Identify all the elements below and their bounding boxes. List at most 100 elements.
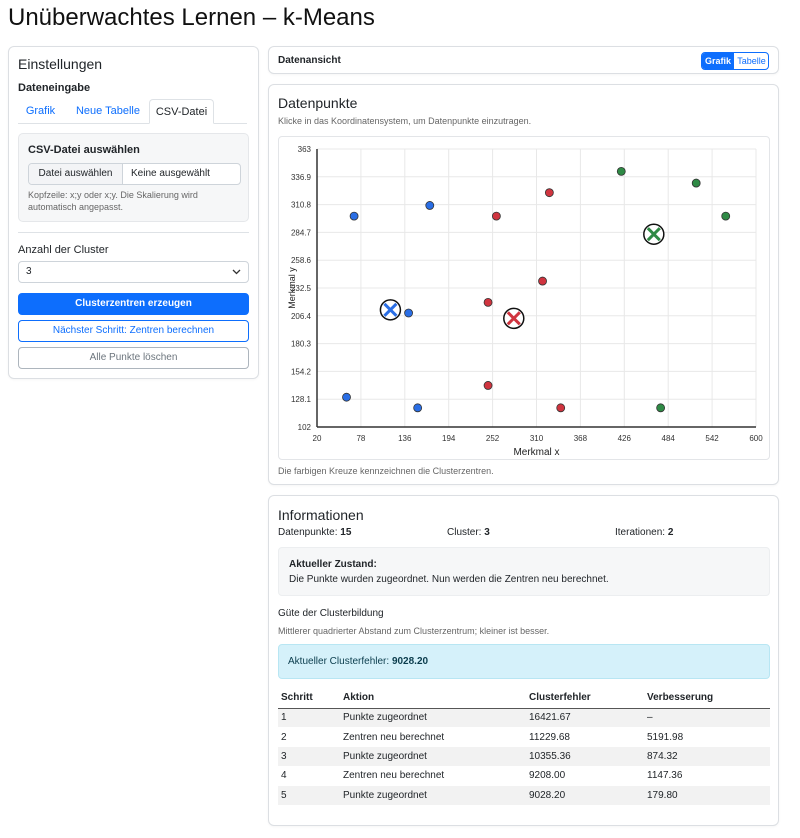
error-label: Aktueller Clusterfehler: (288, 656, 390, 667)
cell: 2 (281, 731, 287, 743)
csv-title: CSV-Datei auswählen (28, 144, 140, 156)
next-step-button[interactable]: Nächster Schritt: Zentren berechnen (18, 320, 249, 342)
centroid-red-marker (503, 307, 525, 330)
tab-grafik[interactable]: Grafik (25, 105, 56, 117)
cell: 874.32 (644, 746, 770, 767)
col-schritt: Schritt (278, 688, 340, 709)
data-point-red (538, 276, 547, 286)
data-point-green (721, 211, 731, 221)
y-tick-label: 206.4 (291, 312, 312, 321)
x-tick-label: 194 (442, 434, 456, 443)
x-tick-label: 78 (356, 434, 365, 443)
tab-csv-datei[interactable]: CSV-Datei (149, 99, 214, 124)
y-tick-label: 102 (298, 423, 312, 432)
cell: Punkte zugeordnet (340, 785, 526, 805)
info-title: Informationen (278, 507, 364, 523)
data-point-green (656, 403, 666, 413)
error-value: 9028.20 (391, 656, 429, 667)
points-value: 15 (340, 527, 352, 538)
view-toggle: Grafik Tabelle (701, 52, 769, 70)
cell: Punkte zugeordnet (340, 708, 526, 728)
state-text: Die Punkte wurden zugeordnet. Nun werden… (289, 574, 609, 585)
x-tick-label: 426 (618, 434, 632, 443)
x-tick-label: 368 (574, 434, 588, 443)
cell: 11229.68 (529, 731, 570, 743)
x-tick-label: 542 (705, 434, 719, 443)
y-tick-label: 232.5 (291, 284, 312, 293)
centroid-cross (383, 302, 398, 317)
points-stat: Datenpunkte: 15 (278, 527, 351, 538)
file-status: Keine ausgewählt (131, 168, 210, 179)
quality-note: Mittlerer quadrierter Abstand zum Cluste… (278, 626, 550, 636)
cluster-error-alert: Aktueller Clusterfehler: 9028.20 (278, 644, 770, 679)
plot-title: Datenpunkte (278, 95, 358, 111)
cell: Zentren neu berechnet (343, 731, 445, 743)
plot-subtitle: Klicke in das Koordinatensystem, um Date… (278, 116, 532, 126)
toggle-tabelle[interactable]: Tabelle (737, 56, 766, 66)
x-tick-label: 310 (530, 434, 544, 443)
y-tick-label: 336.9 (291, 173, 312, 182)
x-tick-label: 252 (486, 434, 500, 443)
x-tick-label: 20 (313, 434, 322, 443)
divider (18, 232, 249, 233)
cell: 10355.36 (526, 746, 644, 767)
file-choose-button[interactable]: Datei auswählen (29, 164, 123, 184)
cell: 5191.98 (647, 731, 684, 743)
data-point-blue (404, 308, 413, 318)
plot-frame[interactable]: 20 78 136 194 252 310 368 426 484 542 600 363 336.9 3… (278, 136, 770, 460)
plot-caption: Die farbigen Kreuze kennzeichnen die Clu… (278, 466, 494, 476)
table-row: 4 Zentren neu berechnet 9208.00 1147.36 (278, 766, 770, 785)
quality-title: Güte der Clusterbildung (278, 608, 384, 619)
table-row: 1 Punkte zugeordnet 16421.67– (278, 708, 770, 728)
y-tick-label: 284.7 (291, 228, 312, 237)
table-row: 3 Punkte zugeordnet 10355.36 874.32 (278, 746, 770, 767)
table-row: 2 Zentren neu berechnet 11229.68 5191.98 (278, 727, 770, 746)
cluster-count-select[interactable]: 3 (18, 261, 249, 283)
cell: 4 (281, 770, 287, 782)
col-clusterfehler: Clusterfehler (526, 688, 644, 709)
clusters-label: Cluster: (447, 527, 482, 538)
y-tick-label: 258.6 (291, 256, 312, 265)
cell: 1 (278, 708, 340, 728)
cell: Punkte zugeordnet (340, 746, 526, 767)
dataview-card: Datenansicht Grafik Tabelle (268, 46, 779, 74)
x-axis-title: Merkmal x (513, 447, 559, 458)
file-input[interactable]: Datei auswählen Keine ausgewählt (28, 163, 241, 185)
csv-hint: Kopfzeile: x;y oder x;y. Die Skalierung … (28, 190, 198, 212)
generate-centers-button[interactable]: Clusterzentren erzeugen (18, 293, 249, 315)
clusters-stat: Cluster: 3 (447, 527, 490, 538)
dataview-title: Datenansicht (278, 55, 341, 66)
clear-points-button[interactable]: Alle Punkte löschen (18, 347, 249, 369)
cell: 16421.67 (526, 708, 644, 728)
y-axis-title: Merkmal y (287, 267, 297, 309)
col-verbesserung: Verbesserung (644, 688, 770, 709)
plot-card: Datenpunkte Klicke in das Koordinatensys… (268, 84, 779, 485)
cell: 1147.36 (647, 770, 683, 782)
cell: 3 (278, 746, 340, 767)
data-point-red (483, 381, 493, 390)
cell: 5 (278, 785, 340, 805)
state-title: Aktueller Zustand: (289, 559, 377, 570)
y-tick-label: 310.8 (291, 201, 312, 210)
data-point-red (491, 211, 501, 221)
tab-neue-tabelle[interactable]: Neue Tabelle (75, 105, 140, 117)
toggle-grafik[interactable]: Grafik (702, 53, 734, 69)
data-input-label: Dateneingabe (18, 82, 91, 94)
scatter-chart[interactable]: 20 78 136 194 252 310 368 426 484 542 600 363 336.9 3… (279, 137, 769, 459)
col-aktion: Aktion (340, 688, 526, 709)
data-point-red (483, 297, 493, 307)
state-box: Aktueller Zustand: Die Punkte wurden zug… (278, 547, 770, 596)
chevron-down-icon (232, 269, 241, 275)
y-tick-label: 128.1 (291, 395, 312, 404)
data-point-green (691, 178, 701, 188)
centroid-cross (506, 311, 521, 326)
cell: 179.80 (644, 785, 770, 805)
cell: 9028.20 (526, 785, 644, 805)
settings-title: Einstellungen (18, 56, 103, 72)
data-point-red (544, 188, 554, 198)
centroid-blue-marker (379, 299, 402, 321)
data-point-red (556, 403, 566, 413)
csv-panel: CSV-Datei auswählen Datei auswählen Kein… (18, 133, 249, 222)
cell: – (644, 708, 770, 728)
iterations-value: 2 (667, 527, 674, 538)
